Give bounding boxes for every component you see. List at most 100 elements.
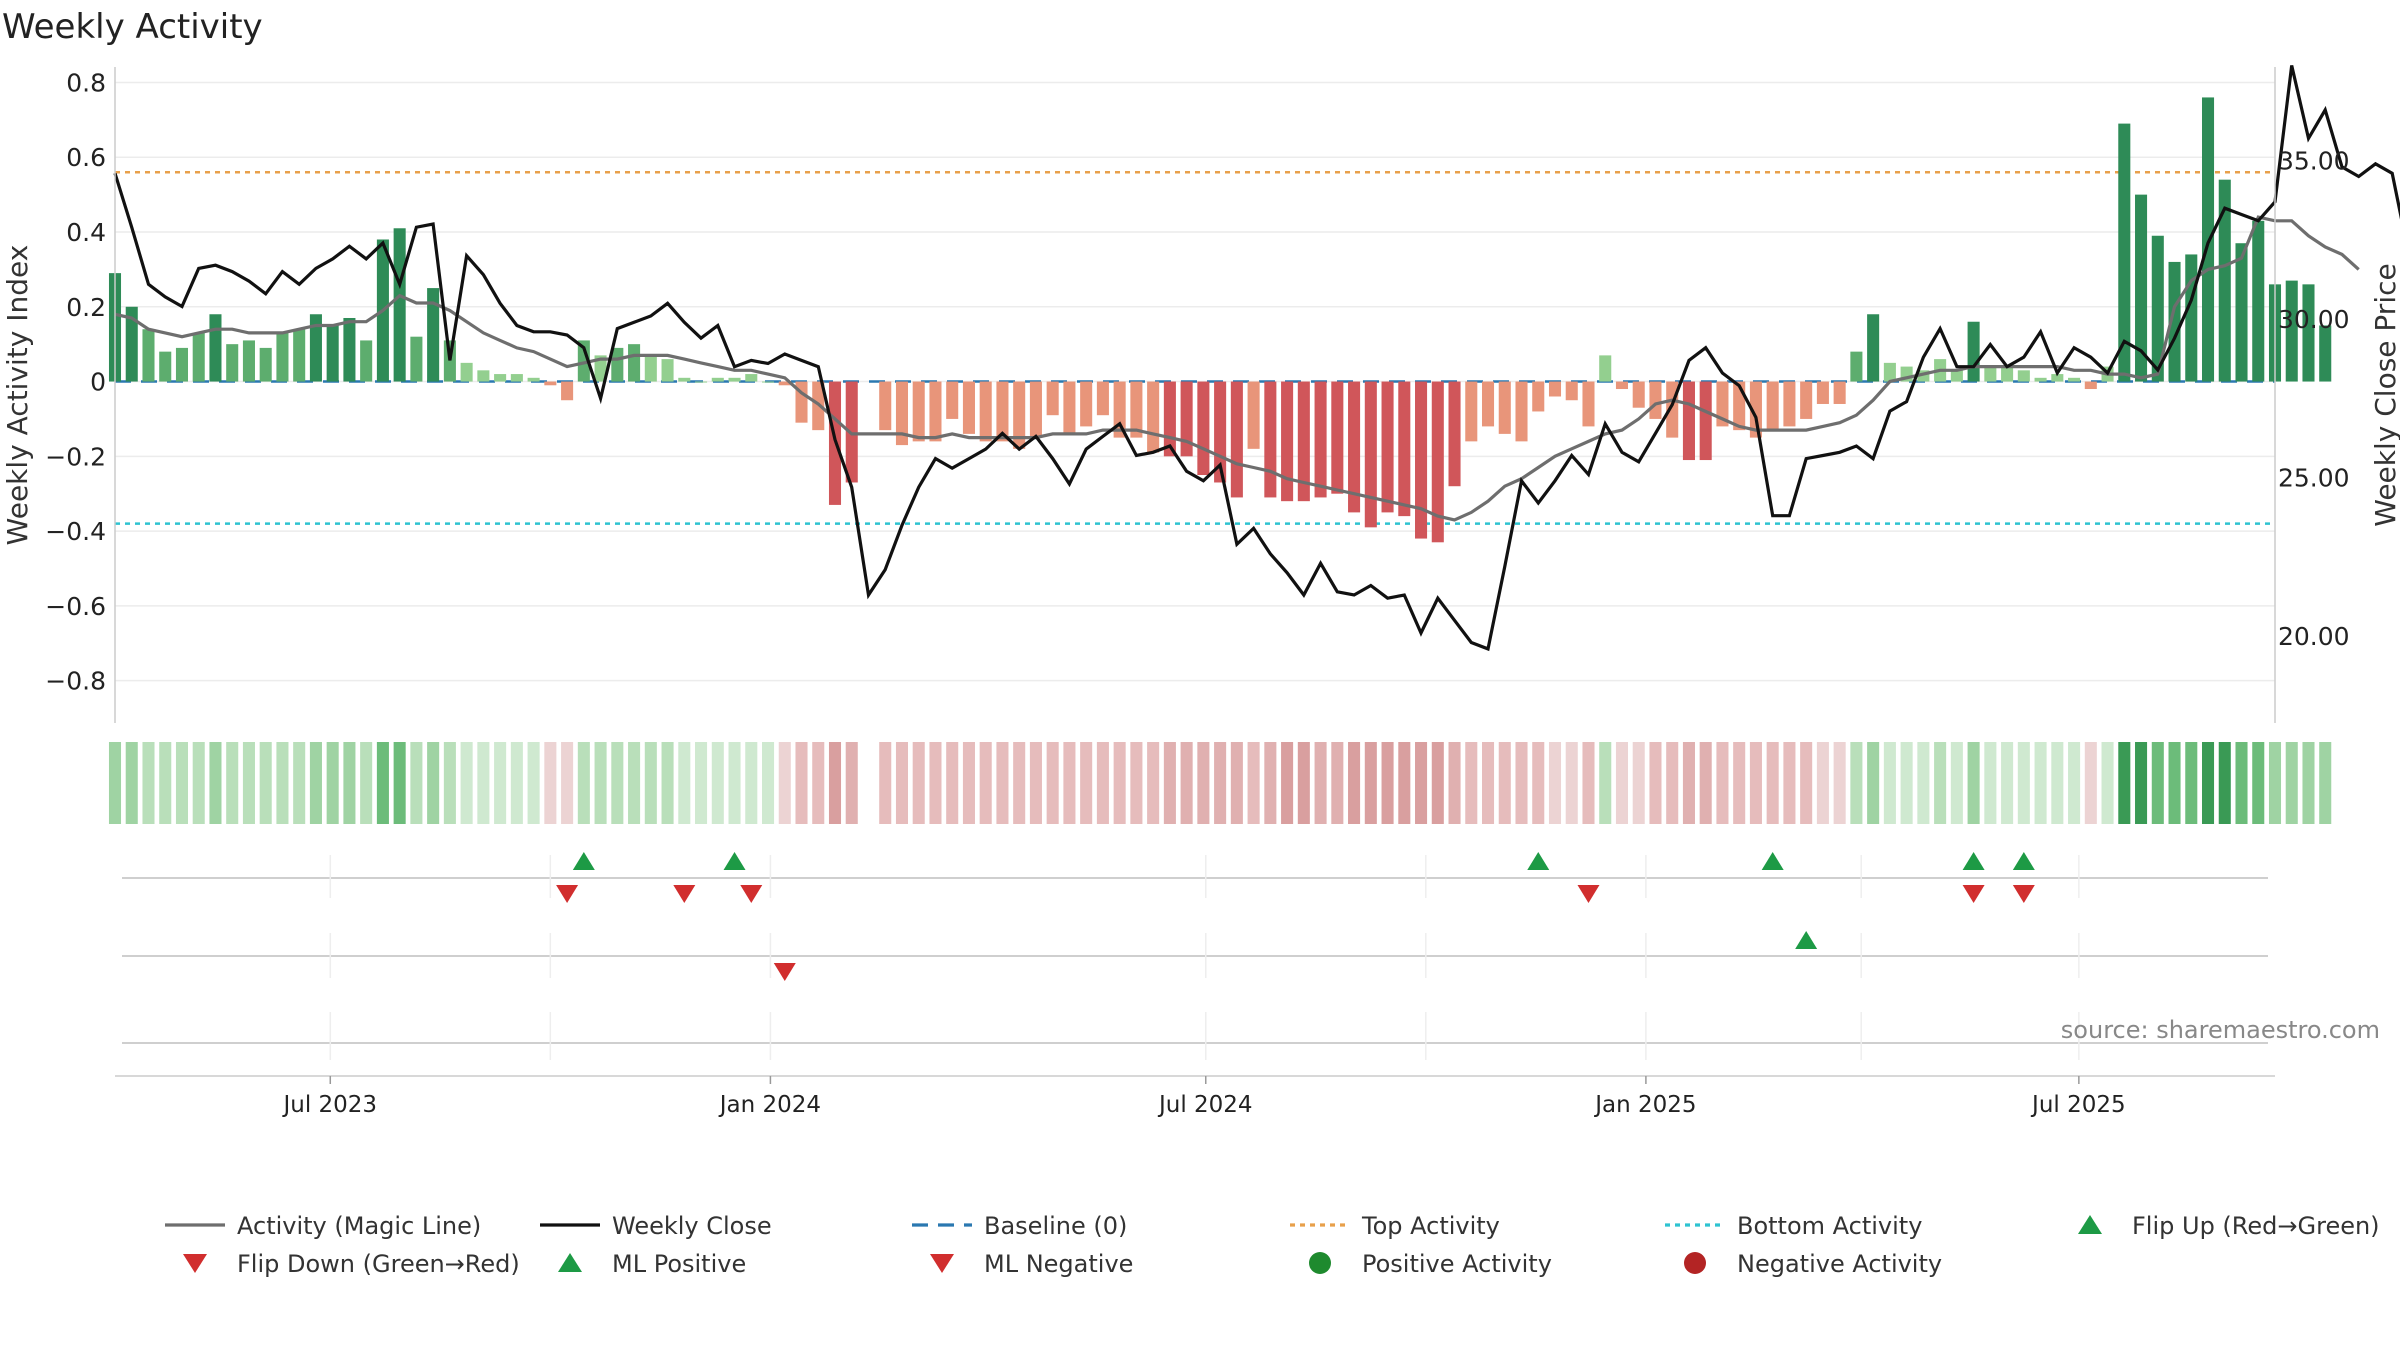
activity-bar: [1766, 381, 1779, 431]
heat-strip-cell: [360, 742, 373, 824]
flip-down-marker: [2012, 885, 2035, 903]
activity-bar: [1783, 381, 1796, 427]
legend-swatch-circle: [1684, 1252, 1706, 1274]
heat-strip-cell: [1934, 742, 1947, 824]
heat-strip-cell: [309, 742, 322, 824]
heat-strip-cell: [1381, 742, 1394, 824]
activity-bar: [1180, 381, 1193, 457]
heat-strip-cell: [2185, 742, 2198, 824]
heat-strip-cell: [1314, 742, 1327, 824]
heat-strip-cell: [1733, 742, 1746, 824]
activity-bar: [1984, 366, 1997, 382]
legend-swatch-triangle-up: [558, 1253, 582, 1272]
activity-bar: [778, 381, 791, 386]
activity-bar: [1381, 381, 1394, 513]
activity-bar: [1548, 381, 1562, 397]
heat-strip-cell: [527, 742, 540, 824]
heat-strip-cell: [895, 742, 909, 824]
heat-strip-cell: [1565, 742, 1578, 824]
heat-strip-cell: [494, 742, 507, 824]
chart-title: Weekly Activity: [2, 7, 263, 47]
heat-strip-cell: [125, 742, 138, 824]
activity-bar: [2218, 179, 2231, 382]
heat-strip-cell: [561, 742, 574, 824]
flip-up-marker: [1527, 852, 1550, 870]
heat-strip-cell: [226, 742, 239, 824]
y-tick-label: −0.4: [45, 517, 106, 546]
heat-strip-cell: [929, 742, 942, 824]
activity-bar: [962, 381, 975, 434]
heat-strip-cell: [443, 742, 456, 824]
activity-bar: [427, 288, 440, 382]
activity-bar: [360, 340, 373, 382]
weekly-close-series: [113, 65, 2400, 652]
activity-bar: [1565, 381, 1578, 401]
heat-strip-cell: [1448, 742, 1461, 824]
activity-bar: [1431, 381, 1444, 543]
y2-tick-label: 35.00: [2278, 147, 2350, 176]
activity-bar: [1481, 381, 1495, 427]
heat-strip-cell: [1096, 742, 1109, 824]
heat-strip-cell: [912, 742, 925, 824]
activity-bar: [979, 381, 992, 442]
flip-down-marker: [1962, 885, 1985, 903]
activity-bar: [1967, 321, 1980, 382]
activity-bar: [1331, 381, 1344, 494]
activity-bar: [142, 329, 155, 382]
activity-bar: [895, 381, 909, 446]
activity-bar: [1515, 381, 1528, 442]
heat-strip-cell: [2101, 742, 2114, 824]
ml-negative-marker: [773, 963, 796, 981]
legend-swatch-triangle-down: [930, 1254, 954, 1273]
activity-bar: [2068, 377, 2081, 382]
activity-bar: [628, 344, 641, 382]
activity-bars: [108, 97, 2332, 543]
heat-strip-cell: [1984, 742, 1997, 824]
activity-bar: [1080, 381, 1093, 427]
heat-strip-cell: [1297, 742, 1310, 824]
heat-strip-cell: [1582, 742, 1595, 824]
activity-bar: [1498, 381, 1511, 434]
activity-bar: [1649, 381, 1662, 419]
signal-rows: [122, 852, 2268, 1060]
y-tick-label: 0.2: [66, 293, 106, 322]
activity-bar: [477, 370, 490, 382]
heat-strip-cell: [1197, 742, 1210, 824]
heat-strip-cell: [761, 742, 775, 824]
legend-label: ML Negative: [984, 1250, 1133, 1278]
heat-strip-cell: [108, 742, 122, 824]
flip-up-marker: [1962, 852, 1985, 870]
flip-up-marker: [723, 852, 746, 870]
activity-bar: [611, 347, 624, 382]
heat-strip-cell: [460, 742, 473, 824]
heat-strip-cell: [1029, 742, 1042, 824]
flip-down-marker: [740, 885, 763, 903]
activity-bar: [527, 377, 540, 382]
heat-strip-cell: [1833, 742, 1846, 824]
activity-bar: [175, 347, 189, 382]
activity-bar: [326, 325, 339, 382]
heat-strip-cell: [343, 742, 356, 824]
heat-strip-cell: [628, 742, 641, 824]
heat-strip-cell: [1749, 742, 1762, 824]
heat-strip-cell: [510, 742, 523, 824]
activity-bar: [1297, 381, 1310, 502]
heat-strip-cell: [1147, 742, 1160, 824]
activity-bar: [159, 351, 172, 382]
x-tick-label: Jul 2024: [1157, 1092, 1253, 1118]
activity-bar: [393, 228, 406, 382]
flip-up-marker: [572, 852, 595, 870]
flip-down-marker: [673, 885, 696, 903]
legend-item: Top Activity: [1290, 1212, 1500, 1240]
activity-bar: [2001, 366, 2014, 382]
activity-bar: [1364, 381, 1377, 528]
activity-bar: [2034, 377, 2047, 382]
activity-bar: [678, 377, 691, 382]
activity-bar: [879, 381, 892, 431]
heat-strip-cell: [276, 742, 289, 824]
legend: Activity (Magic Line) Weekly Close Baselin…: [165, 1212, 2380, 1278]
activity-bar: [745, 374, 758, 382]
legend-item: Weekly Close: [540, 1212, 772, 1240]
activity-bar: [1398, 381, 1411, 517]
